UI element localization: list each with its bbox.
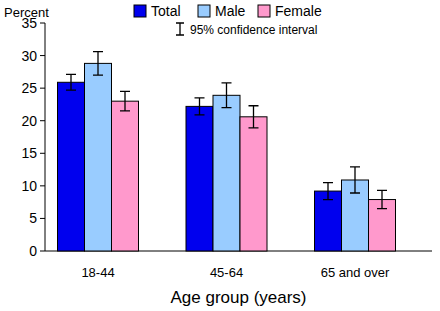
y-tick-label: 5 <box>29 210 37 226</box>
legend-label: Male <box>215 3 246 19</box>
y-tick-label: 0 <box>29 243 37 259</box>
error-bar <box>120 91 130 111</box>
error-bar <box>93 52 103 75</box>
y-tick <box>40 55 45 56</box>
bar <box>85 63 112 251</box>
y-tick-label: 35 <box>21 15 37 31</box>
error-bar <box>323 183 333 200</box>
legend-swatch <box>134 5 146 17</box>
x-tick-label: 18-44 <box>81 265 114 280</box>
error-bar <box>66 74 76 90</box>
x-tick-label: 45-64 <box>210 265 243 280</box>
legend-error-label: 95% confidence interval <box>190 23 317 37</box>
error-bar <box>377 190 387 208</box>
legend-swatch <box>258 5 270 17</box>
x-axis-label: Age group (years) <box>170 288 306 307</box>
y-tick-label: 15 <box>21 145 37 161</box>
legend-error-icon <box>176 23 184 35</box>
y-tick <box>40 88 45 89</box>
y-tick <box>40 23 45 24</box>
y-tick <box>40 251 45 252</box>
y-tick <box>40 185 45 186</box>
y-axis <box>45 23 46 251</box>
legend-label: Female <box>275 3 322 19</box>
bar <box>213 95 240 251</box>
error-bar <box>350 167 360 193</box>
bar <box>112 101 139 251</box>
error-bar <box>222 83 232 108</box>
y-tick-label: 20 <box>21 113 37 129</box>
y-tick-label: 10 <box>21 178 37 194</box>
y-tick-label: 25 <box>21 80 37 96</box>
bar <box>186 106 213 251</box>
bar <box>240 117 267 251</box>
y-tick <box>40 153 45 154</box>
chart: Percent0510152025303518-4445-6465 and ov… <box>0 0 440 311</box>
error-bar <box>249 106 259 128</box>
y-tick-label: 30 <box>21 48 37 64</box>
legend-swatch <box>198 5 210 17</box>
x-tick-label: 65 and over <box>321 265 390 280</box>
y-tick <box>40 120 45 121</box>
legend-label: Total <box>151 3 181 19</box>
error-bar <box>195 98 205 115</box>
bar <box>58 82 85 251</box>
y-tick <box>40 218 45 219</box>
